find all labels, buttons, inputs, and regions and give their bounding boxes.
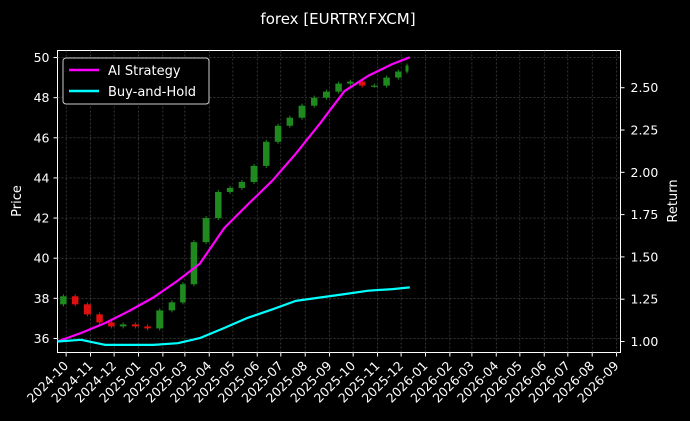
y2-tick-label: 1.75 (631, 207, 659, 222)
ai-strategy-line (57, 56, 411, 343)
return-lines (57, 56, 411, 346)
buy-and-hold-line (57, 286, 410, 346)
y-tick-label: 40 (34, 251, 50, 266)
y-tick-label: 36 (34, 331, 50, 346)
legend-label-strategy: AI Strategy (108, 64, 181, 79)
y-tick-label: 50 (34, 50, 50, 65)
y2-tick-label: 2.25 (631, 123, 659, 138)
y2-tick-label: 1.50 (631, 249, 659, 264)
y-axis-left: 36 38 40 42 44 46 48 50 (34, 50, 58, 346)
y-tick-label: 48 (34, 90, 50, 105)
x-axis: 2024-102024-112024-122025-012025-022025-… (24, 352, 622, 406)
y2-tick-label: 1.00 (631, 334, 659, 349)
y-axis-label: Price (10, 185, 25, 217)
y2-tick-label: 2.50 (631, 80, 659, 95)
legend-box (62, 57, 210, 105)
y2-tick-label: 1.25 (631, 292, 659, 307)
y-tick-label: 42 (34, 211, 50, 226)
y-tick-label: 46 (34, 130, 50, 145)
y-tick-label: 44 (34, 170, 50, 185)
legend-label-hold: Buy-and-Hold (108, 85, 196, 100)
legend: AI Strategy Buy-and-Hold (62, 57, 210, 105)
y2-tick-label: 2.00 (631, 165, 659, 180)
y-axis-right: 1.00 1.25 1.50 1.75 2.00 2.25 2.50 (620, 80, 659, 349)
chart-title: forex [EURTRY.FXCM] (260, 10, 415, 28)
price-candles (60, 63, 409, 331)
y2-axis-label: Return (666, 179, 681, 222)
y-tick-label: 38 (34, 291, 50, 306)
